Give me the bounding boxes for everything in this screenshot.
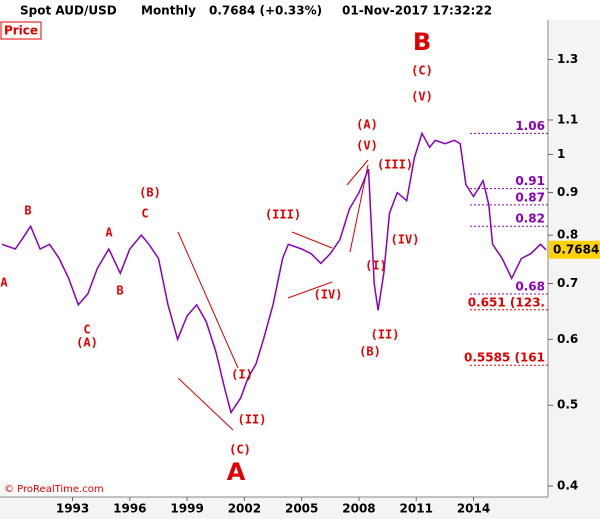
y-tick-label: 0.5 [557, 398, 578, 412]
wave-label: B [24, 204, 31, 218]
wave-label: (C) [229, 443, 251, 457]
price-line [1, 131, 547, 415]
wave-label: (A) [76, 336, 98, 350]
y-tick-label: 1.1 [557, 112, 578, 126]
wave-label: (C) [411, 64, 433, 78]
y-tick-label: 1 [557, 147, 565, 161]
level-label: 0.87 [515, 190, 545, 204]
x-tick-label: 1993 [56, 502, 89, 516]
wave-label: (B) [139, 186, 161, 200]
y-tick-label: 0.4 [557, 478, 578, 492]
wave-label: (III) [377, 158, 413, 172]
panel-label-box [0, 21, 42, 40]
current-price-label: 0.7684 [553, 242, 599, 256]
y-tick-label: 0.9 [557, 185, 578, 199]
level-label: 0.82 [515, 212, 545, 226]
wave-label: (I) [231, 368, 253, 382]
wave-label: (IV) [391, 233, 420, 247]
x-tick-label: 2008 [342, 502, 375, 516]
wave-label: (II) [371, 328, 400, 342]
subtitle: Monthly [141, 4, 196, 18]
header: Spot AUD/USD Monthly 0.7684 (+0.33%) 01-… [20, 4, 492, 18]
wave-label: (A) [356, 118, 378, 132]
y-tick-label: 1.3 [557, 52, 578, 66]
wave-label: (III) [265, 208, 301, 222]
y-tick-label: 0.7 [557, 276, 578, 290]
chart-title: Spot AUD/USD [20, 4, 117, 18]
y-tick-label: 0.8 [557, 228, 578, 242]
level-label: 1.06 [515, 119, 545, 133]
timestamp: 01-Nov-2017 17:32:22 [342, 4, 492, 18]
wave-label: B [116, 284, 123, 298]
wave-label: A [0, 276, 8, 290]
wave-label: (I) [365, 259, 387, 273]
last-value: 0.7684 (+0.33%) [209, 4, 322, 18]
copyright: © ProRealTime.com [4, 484, 104, 495]
x-tick-label: 2005 [285, 502, 318, 516]
level-label: 0.651 (123. [468, 295, 545, 309]
y-tick-label: 0.6 [557, 332, 578, 346]
level-label: 0.5585 (161 [464, 351, 545, 365]
wave-label: (IV) [314, 288, 343, 302]
x-tick-label: 1999 [170, 502, 203, 516]
level-label: 0.91 [515, 174, 545, 188]
x-tick-label: 2014 [457, 502, 490, 516]
wave-label: (II) [238, 413, 267, 427]
wave-label: (V) [411, 90, 433, 104]
x-axis-area [0, 497, 548, 519]
panel-label: Price [4, 24, 38, 38]
wave-label: B [413, 28, 431, 56]
wave-label: C [141, 207, 148, 221]
wave-label: (B) [359, 345, 381, 359]
wave-label: A [227, 458, 246, 486]
x-tick-label: 1996 [113, 502, 146, 516]
level-label: 0.68 [515, 279, 545, 293]
wave-label: C [83, 323, 90, 337]
x-tick-label: 2011 [400, 502, 433, 516]
wave-label: (V) [356, 139, 378, 153]
y-axis-area [548, 20, 600, 519]
current-price-box [549, 240, 600, 259]
wave-label: A [105, 226, 113, 240]
x-tick-label: 2002 [228, 502, 261, 516]
